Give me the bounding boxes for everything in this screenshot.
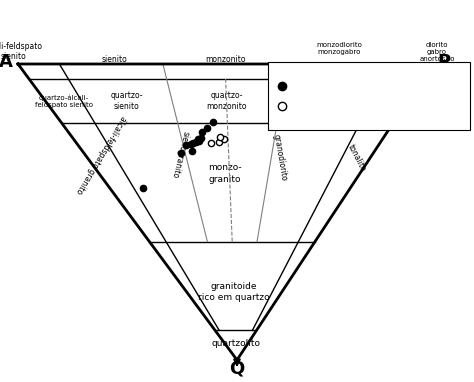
Text: álcali-feldspato
sienito: álcali-feldspato sienito (0, 42, 43, 62)
Text: P: P (437, 53, 450, 71)
Text: ortognaisse Lavras: ortognaisse Lavras (296, 81, 389, 91)
Text: tonalito: tonalito (346, 142, 367, 173)
Text: granitoide
rico em quartzo: granitoide rico em quartzo (199, 282, 270, 302)
Text: sienito: sienito (101, 55, 127, 64)
Text: sienogranito: sienogranito (170, 130, 191, 179)
Text: granodiorito: granodiorito (272, 134, 289, 182)
Text: Q: Q (229, 360, 245, 378)
Text: monzodiorito
monzogabro: monzodiorito monzogabro (316, 42, 362, 55)
Text: monzo-
granito: monzo- granito (208, 163, 241, 184)
Text: quartzo-álcali-
feldspato sienito: quartzo-álcali- feldspato sienito (35, 94, 92, 108)
Text: metagranito equigranular: metagranito equigranular (296, 101, 422, 111)
Text: quartzo-
monzonito: quartzo- monzonito (206, 91, 247, 111)
Text: diorito
gabro
anortosito: diorito gabro anortosito (419, 42, 455, 62)
Text: álcali-feldspato granito: álcali-feldspato granito (74, 114, 128, 195)
Text: qtz-diorito
qtz-gabro
qtz-anortosito: qtz-diorito qtz-gabro qtz-anortosito (383, 91, 432, 111)
Text: monzonito: monzonito (205, 55, 246, 64)
Text: qtz-monzodiorito
qtz-monzogabro: qtz-monzodiorito qtz-monzogabro (297, 94, 356, 107)
Text: quartzo-
sienito: quartzo- sienito (110, 91, 143, 111)
Text: A: A (0, 53, 13, 71)
Bar (268, 62, 470, 130)
Text: quartzolito: quartzolito (212, 339, 261, 348)
